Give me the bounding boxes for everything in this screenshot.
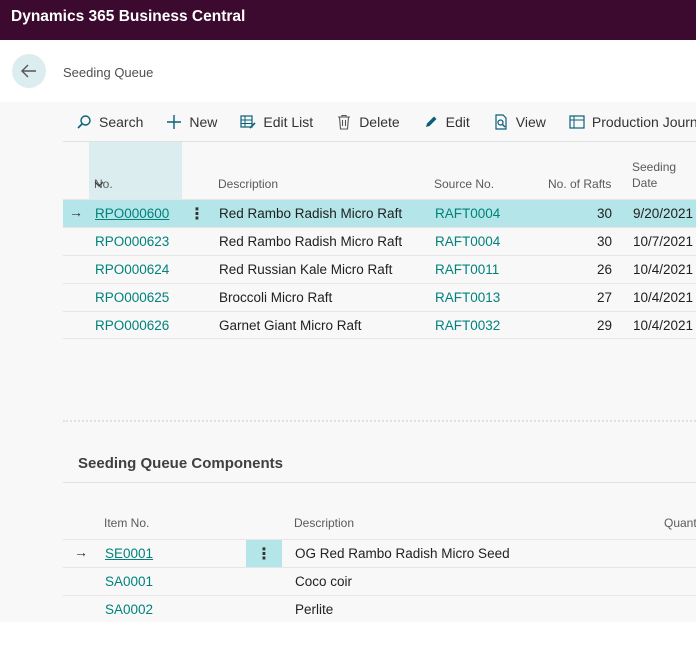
components-grid: Item No. Description Quant → SE0001 ⋮ OG… — [63, 502, 696, 623]
list-item[interactable]: SA0002 Perlite — [63, 595, 696, 623]
item-no-link[interactable]: SA0001 — [105, 574, 154, 589]
pencil-icon — [422, 113, 440, 131]
row-seeding-date: 9/20/2021 — [633, 206, 694, 221]
content-area: Search New Edit List Delete Edit — [0, 102, 696, 622]
row-selected-arrow-icon: → — [69, 204, 83, 220]
row-no-link[interactable]: RPO000625 — [95, 290, 170, 305]
row-seeding-date: 10/4/2021 — [633, 262, 694, 277]
row-description: Red Russian Kale Micro Raft — [219, 262, 393, 277]
row-actions-menu-icon[interactable]: ⋮ — [189, 206, 205, 223]
item-description: Coco coir — [295, 574, 353, 589]
column-header-description[interactable]: Description — [218, 177, 279, 191]
production-journal-button[interactable]: Production Journal — [568, 108, 696, 136]
row-source-no-link[interactable]: RAFT0004 — [435, 206, 501, 221]
page-title: Seeding Queue — [63, 65, 154, 80]
table-row[interactable]: → RPO000600 ⋮ Red Rambo Radish Micro Raf… — [63, 199, 696, 227]
row-source-no-link[interactable]: RAFT0013 — [435, 290, 501, 305]
column-header-quantity[interactable]: Quant — [664, 516, 696, 530]
page-footer — [0, 622, 696, 668]
seeding-queue-grid: No. Description Source No. No. of Rafts … — [63, 142, 696, 339]
view-button[interactable]: View — [492, 108, 546, 136]
components-title: Seeding Queue Components — [78, 455, 284, 472]
search-button[interactable]: Search — [75, 108, 143, 136]
row-seeding-date: 10/4/2021 — [633, 318, 694, 333]
trash-icon — [335, 113, 353, 131]
delete-button[interactable]: Delete — [335, 108, 400, 136]
column-header-item-no[interactable]: Item No. — [104, 516, 150, 530]
row-no-link[interactable]: RPO000623 — [95, 234, 170, 249]
app-title-bar: Dynamics 365 Business Central — [0, 0, 696, 40]
row-rafts: 27 — [596, 290, 612, 305]
plus-icon — [165, 113, 183, 131]
part-splitter[interactable] — [63, 420, 696, 422]
row-rafts: 26 — [596, 262, 612, 277]
row-rafts: 29 — [596, 318, 612, 333]
table-row[interactable]: RPO000624 Red Russian Kale Micro Raft RA… — [63, 255, 696, 283]
row-selected-arrow-icon: → — [74, 544, 88, 560]
row-no-link[interactable]: RPO000624 — [95, 262, 170, 277]
search-icon — [75, 113, 93, 131]
row-seeding-date: 10/7/2021 — [633, 234, 694, 249]
back-arrow-icon — [21, 64, 36, 78]
edit-button[interactable]: Edit — [422, 108, 470, 136]
chevron-down-icon[interactable] — [94, 180, 176, 191]
row-description: Garnet Giant Micro Raft — [219, 318, 362, 333]
row-actions-menu-icon[interactable]: ⋮ — [246, 540, 282, 568]
table-row[interactable]: RPO000623 Red Rambo Radish Micro Raft RA… — [63, 227, 696, 255]
row-rafts: 30 — [596, 234, 612, 249]
edit-list-icon — [239, 113, 257, 131]
row-description: Red Rambo Radish Micro Raft — [219, 234, 403, 249]
action-bar: Search New Edit List Delete Edit — [63, 102, 696, 142]
item-no-link[interactable]: SE0001 — [105, 546, 154, 561]
table-row[interactable]: RPO000626 Garnet Giant Micro Raft RAFT00… — [63, 311, 696, 339]
new-button[interactable]: New — [165, 108, 217, 136]
row-rafts: 30 — [596, 206, 612, 221]
column-header-no[interactable]: No. — [89, 142, 182, 199]
item-no-link[interactable]: SA0002 — [105, 602, 154, 617]
row-source-no-link[interactable]: RAFT0004 — [435, 234, 501, 249]
journal-icon — [568, 113, 586, 131]
item-description: OG Red Rambo Radish Micro Seed — [295, 546, 510, 561]
row-source-no-link[interactable]: RAFT0032 — [435, 318, 501, 333]
column-header-description[interactable]: Description — [294, 516, 355, 530]
column-header-source-no[interactable]: Source No. — [434, 177, 495, 191]
app-title: Dynamics 365 Business Central — [11, 8, 246, 25]
row-description: Red Rambo Radish Micro Raft — [219, 206, 403, 221]
row-seeding-date: 10/4/2021 — [633, 290, 694, 305]
grid-header: No. Description Source No. No. of Rafts … — [63, 142, 696, 199]
edit-list-button[interactable]: Edit List — [239, 108, 313, 136]
components-title-divider — [63, 482, 696, 483]
item-description: Perlite — [295, 602, 334, 617]
components-header: Item No. Description Quant — [63, 502, 696, 539]
view-icon — [492, 113, 510, 131]
row-source-no-link[interactable]: RAFT0011 — [435, 262, 500, 277]
row-description: Broccoli Micro Raft — [219, 290, 333, 305]
list-item[interactable]: → SE0001 ⋮ OG Red Rambo Radish Micro See… — [63, 539, 696, 568]
row-no-link[interactable]: RPO000626 — [95, 318, 170, 333]
column-header-no-of-rafts[interactable]: No. of Rafts — [548, 177, 612, 191]
list-item[interactable]: SA0001 Coco coir — [63, 567, 696, 595]
back-button[interactable] — [12, 54, 46, 88]
column-header-seeding-date[interactable]: Seeding Date — [632, 160, 677, 190]
row-no-link[interactable]: RPO000600 — [95, 206, 170, 221]
table-row[interactable]: RPO000625 Broccoli Micro Raft RAFT0013 2… — [63, 283, 696, 311]
page-header: Seeding Queue — [0, 40, 696, 102]
